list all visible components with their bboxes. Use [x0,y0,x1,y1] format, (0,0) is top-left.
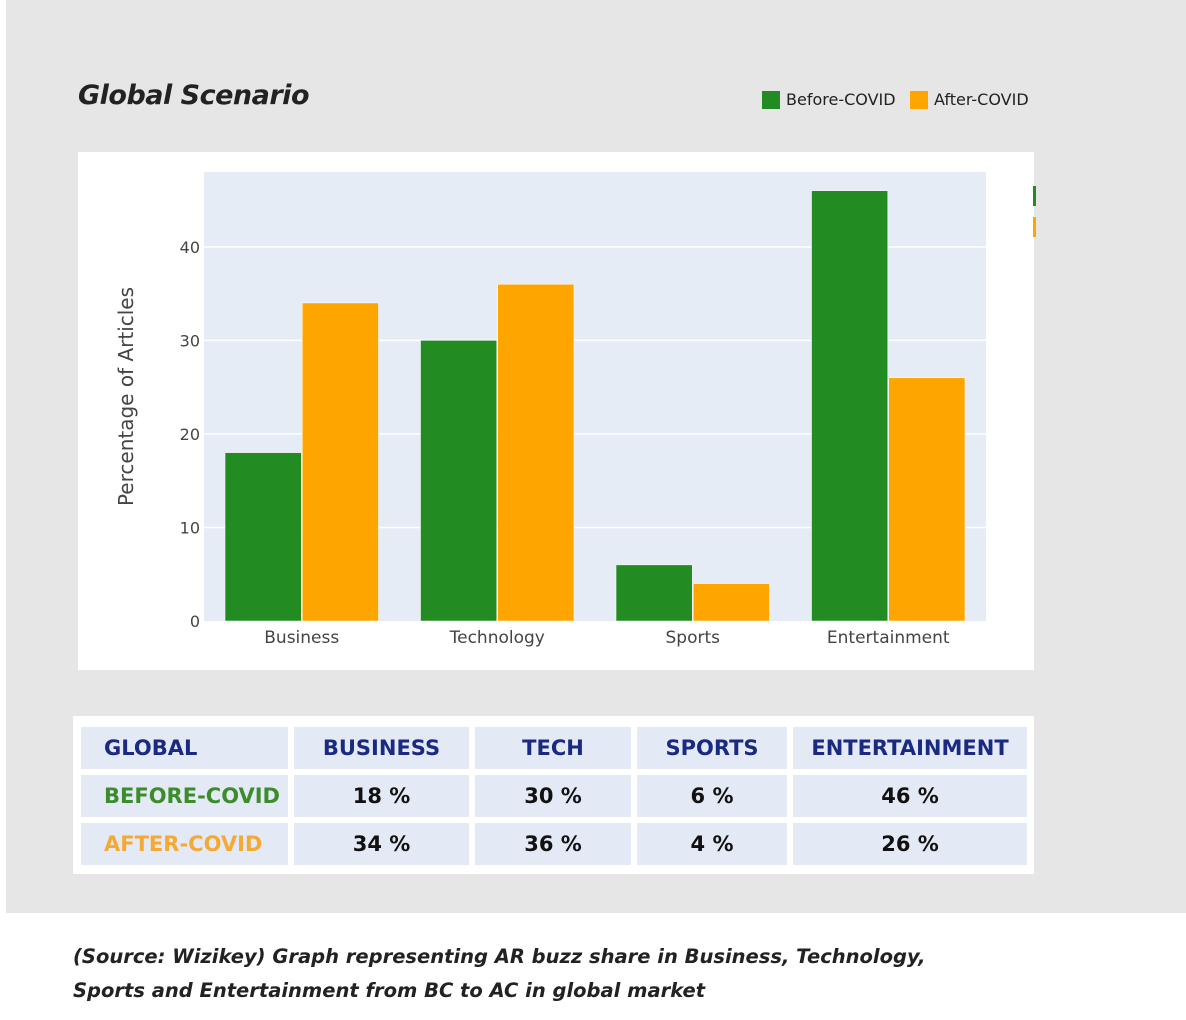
legend-item-before: Before-COVID [762,90,896,109]
bar-chart: 0 10 20 30 40 Percentage of Articles Business T… [78,152,1034,670]
table-header-entertainment: ENTERTAINMENT [793,727,1027,769]
data-table: GLOBAL BUSINESS TECH SPORTS ENTERTAINMEN… [73,716,1034,874]
legend-stub-before [1033,186,1036,206]
bar-after-technology [497,284,575,622]
page-title: Global Scenario [78,80,310,111]
table-cell-after-sports: 4 % [637,823,787,865]
table-header-tech: TECH [475,727,631,769]
legend-item-after: After-COVID [910,90,1029,109]
table-cell-before-sports: 6 % [637,775,787,817]
bar-before-entertainment [811,190,889,622]
y-axis-label: Percentage of Articles [114,287,138,506]
table-row-label-after: AFTER-COVID [81,823,288,865]
legend-stub-after [1033,217,1036,237]
x-tick-label: Entertainment [827,628,950,648]
caption-line-2: Sports and Entertainment from BC to AC i… [73,979,706,1002]
bar-before-sports [615,564,693,622]
bar-after-entertainment [888,377,966,622]
table-cell-after-business: 34 % [294,823,469,865]
bar-before-business [224,452,302,622]
table-header-business: BUSINESS [294,727,469,769]
figure-caption: (Source: Wizikey) Graph representing AR … [73,940,1073,1008]
x-tick-label: Sports [666,628,721,648]
y-tick-label: 30 [180,331,200,350]
table-cell-before-entertainment: 46 % [793,775,1027,817]
x-tick-label: Technology [449,628,545,648]
y-tick-label: 20 [180,425,200,444]
table-row-label-before: BEFORE-COVID [81,775,288,817]
legend-swatch-before [762,90,780,109]
table-header-global: GLOBAL [81,727,288,769]
x-tick-label: Business [264,628,339,648]
table-header-sports: SPORTS [637,727,787,769]
legend-swatch-after [910,90,928,109]
table-cell-before-business: 18 % [294,775,469,817]
table-cell-after-entertainment: 26 % [793,823,1027,865]
y-tick-label: 10 [180,518,200,537]
bar-before-technology [420,340,497,622]
caption-line-1: (Source: Wizikey) Graph representing AR … [73,945,926,968]
legend-label-after: After-COVID [934,90,1029,109]
bar-after-business [302,302,379,622]
bar-chart-svg: 0 10 20 30 40 Percentage of Articles Business T… [114,172,986,648]
table-cell-before-tech: 30 % [475,775,631,817]
y-tick-label: 40 [180,238,200,257]
table-cell-after-tech: 36 % [475,823,631,865]
legend-label-before: Before-COVID [786,90,896,109]
y-tick-label: 0 [190,612,200,631]
bar-after-sports [693,583,770,622]
